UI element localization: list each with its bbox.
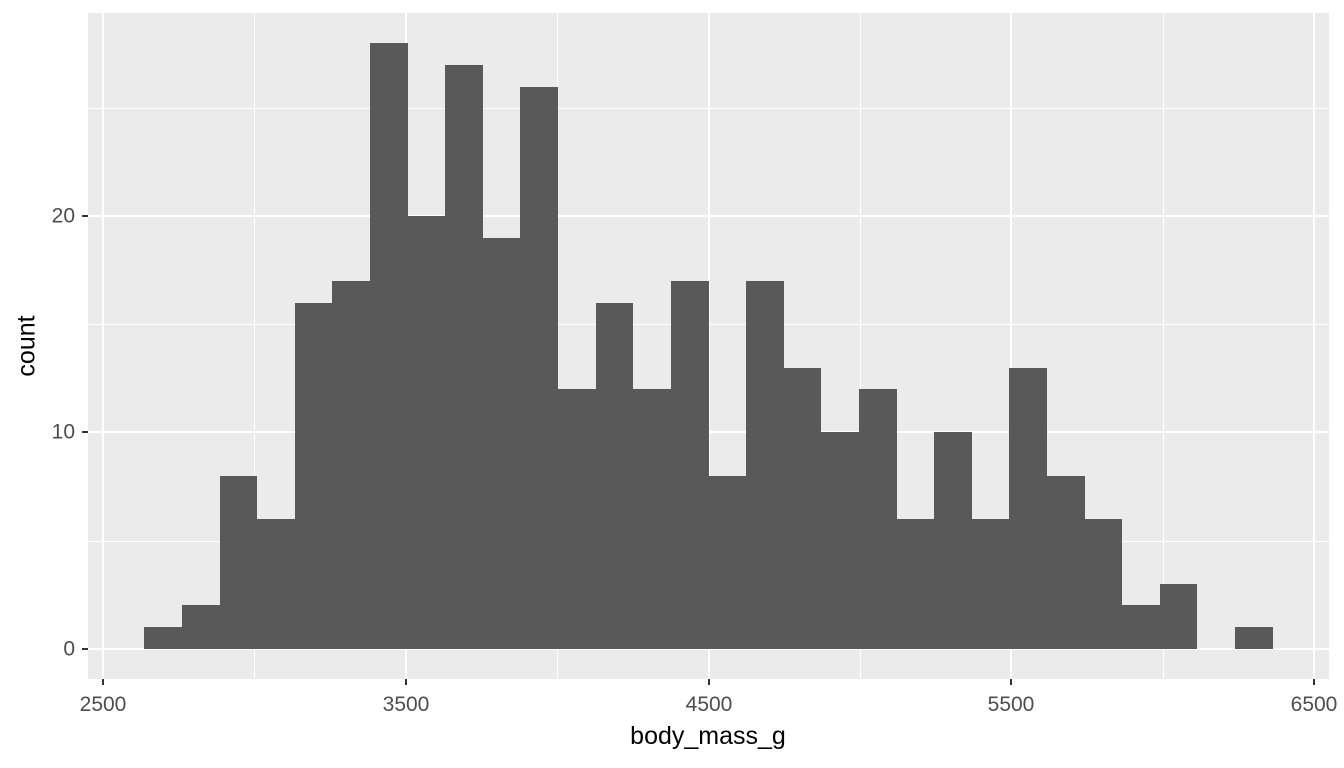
histogram-bar — [1047, 476, 1085, 649]
histogram-bar — [897, 519, 934, 649]
x-tick-label: 6500 — [1290, 693, 1338, 716]
histogram-bar — [972, 519, 1009, 649]
histogram-bar — [671, 281, 709, 649]
x-tick-label: 3500 — [382, 693, 430, 716]
y-axis-tick — [82, 215, 88, 217]
major-gridline-x — [102, 13, 104, 679]
histogram-bar — [295, 303, 332, 649]
x-axis-tick — [708, 679, 710, 685]
histogram-bar — [746, 281, 784, 649]
histogram-bar — [408, 216, 445, 649]
histogram-bar — [220, 476, 257, 649]
x-axis-tick — [102, 679, 104, 685]
histogram-bar — [558, 389, 596, 649]
x-axis-tick — [1010, 679, 1012, 685]
y-tick-label: 20 — [51, 204, 75, 228]
histogram-bar — [1235, 627, 1273, 649]
major-gridline-x — [708, 13, 710, 679]
histogram-bar — [821, 432, 859, 649]
histogram-bar — [182, 605, 220, 649]
histogram-bar — [1160, 584, 1197, 649]
y-axis-title: count — [12, 315, 41, 377]
plot-panel — [88, 13, 1329, 679]
histogram-bar — [633, 389, 671, 649]
histogram-bar — [483, 238, 520, 649]
major-gridline-x — [1010, 13, 1012, 679]
x-tick-label: 5500 — [987, 693, 1035, 716]
histogram-bar — [332, 281, 370, 649]
y-axis-tick — [82, 431, 88, 433]
y-tick-label: 10 — [51, 420, 75, 444]
histogram-bar — [1009, 368, 1047, 649]
histogram-bar — [859, 389, 897, 649]
x-axis-tick — [1313, 679, 1315, 685]
y-axis-tick — [82, 648, 88, 650]
major-gridline-x — [1313, 13, 1315, 679]
histogram-bar — [934, 432, 972, 649]
y-tick-label: 0 — [63, 637, 75, 661]
histogram-bar — [784, 368, 821, 649]
minor-gridline-x — [254, 13, 255, 679]
histogram-bar — [445, 65, 483, 649]
histogram-bar — [596, 303, 633, 649]
x-axis-tick — [405, 679, 407, 685]
histogram-bar — [709, 476, 746, 649]
histogram-bar — [1122, 605, 1160, 649]
histogram-bar — [144, 627, 182, 649]
histogram-bar — [257, 519, 295, 649]
x-tick-label: 2500 — [79, 693, 127, 716]
minor-gridline-x — [860, 13, 861, 679]
x-axis-title: body_mass_g — [630, 722, 786, 750]
histogram-bar — [1085, 519, 1122, 649]
x-tick-label: 4500 — [685, 693, 733, 716]
histogram-bar — [370, 43, 408, 649]
minor-gridline-x — [1163, 13, 1164, 679]
histogram-bar — [520, 87, 558, 649]
